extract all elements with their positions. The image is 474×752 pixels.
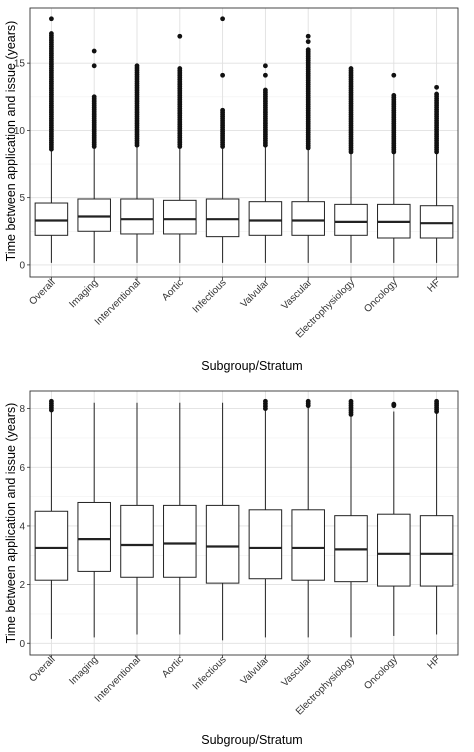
bottom-boxes (34, 398, 454, 641)
outlier-point (49, 407, 54, 413)
outlier-point (263, 63, 268, 69)
bottom-box-vascular (291, 398, 325, 638)
bottom-y-tick-label: 4 (19, 521, 25, 532)
bottom-box-infectious (205, 402, 240, 641)
top-boxes (34, 16, 454, 263)
top-box-hf (419, 84, 454, 263)
outlier-point (263, 406, 268, 411)
outlier-point (91, 48, 97, 54)
top-box-interventional (120, 63, 154, 263)
top-x-axis-title: Subgroup/Stratum (201, 359, 302, 373)
top-y-tick-label: 0 (19, 260, 25, 271)
top-y-tick-label: 15 (14, 59, 26, 70)
outlier-point (177, 144, 183, 149)
outlier-point (305, 39, 311, 45)
iqr-box (291, 509, 325, 581)
iqr-box (205, 504, 240, 584)
outlier-point (177, 33, 183, 39)
top-panel-border (29, 7, 459, 278)
outlier-point (305, 403, 311, 409)
iqr-box (248, 509, 283, 580)
outlier-point (49, 146, 54, 152)
outlier-point (434, 409, 439, 414)
outlier-point (263, 142, 268, 148)
iqr-box (419, 205, 454, 239)
bottom-y-tick-label: 0 (19, 639, 25, 650)
iqr-box (205, 198, 240, 238)
outlier-point (91, 63, 97, 69)
top-y-tick-label: 10 (14, 126, 26, 137)
top-box-imaging (77, 48, 111, 263)
outlier-point (263, 72, 268, 78)
outlier-point (434, 84, 439, 90)
bottom-box-interventional (120, 402, 154, 635)
bottom-y-tick-label: 6 (19, 463, 25, 474)
bottom-box-electrophysiology (334, 398, 368, 638)
outlier-point (220, 16, 226, 22)
top-y-tick-label: 5 (19, 193, 25, 204)
iqr-box (77, 501, 111, 572)
outlier-point (220, 144, 226, 149)
top-box-oncology (377, 72, 411, 263)
top-y-ticks: 0 5 10 15 (14, 7, 459, 280)
iqr-box (163, 199, 197, 235)
bottom-box-overall (34, 398, 69, 639)
outlier-point (348, 412, 354, 417)
top-box-electrophysiology (334, 66, 368, 263)
iqr-box (34, 510, 69, 581)
outlier-point (134, 142, 140, 148)
outlier-point (391, 72, 397, 78)
iqr-box (377, 513, 411, 587)
outlier-point (49, 16, 54, 22)
bottom-y-tick-label: 2 (19, 580, 25, 591)
iqr-box (163, 504, 197, 578)
top-box-overall (34, 16, 69, 263)
iqr-box (34, 202, 69, 236)
top-box-valvular (248, 63, 283, 263)
bottom-box-imaging (77, 402, 111, 638)
bottom-y-tick-label: 8 (19, 404, 25, 415)
iqr-box (248, 201, 283, 236)
bottom-box-valvular (248, 398, 283, 638)
iqr-box (334, 203, 368, 236)
outlier-point (220, 72, 226, 78)
bottom-y-ticks: 0 2 4 6 8 (19, 390, 459, 658)
top-box-aortic (163, 33, 197, 263)
bottom-box-aortic (163, 402, 197, 635)
outlier-point (305, 33, 311, 39)
outlier-point (91, 144, 97, 149)
iqr-box (291, 201, 325, 236)
bottom-y-axis-title: Time between application and issue (year… (4, 403, 18, 644)
top-box-vascular (291, 33, 325, 263)
outlier-point (434, 149, 439, 155)
top-y-axis-title: Time between application and issue (year… (4, 21, 18, 262)
outlier-point (391, 149, 397, 155)
bottom-box-hf (419, 398, 454, 635)
iqr-box (120, 504, 154, 578)
outlier-point (305, 145, 311, 151)
iqr-box (120, 198, 154, 235)
top-box-infectious (205, 16, 240, 263)
bottom-panel-border (29, 390, 459, 656)
iqr-box (77, 198, 111, 232)
outlier-point (348, 149, 354, 155)
bottom-box-oncology (377, 401, 411, 636)
bottom-x-axis-title: Subgroup/Stratum (201, 733, 302, 747)
outlier-point (391, 403, 397, 409)
iqr-box (419, 515, 454, 587)
